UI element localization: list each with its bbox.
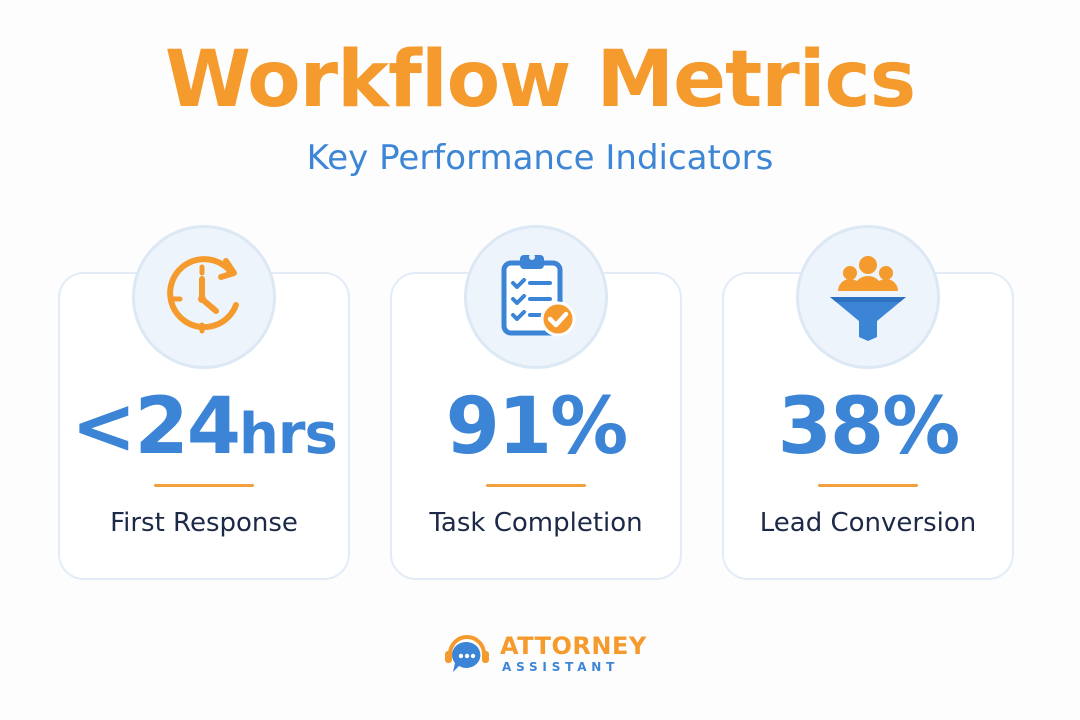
- headset-chat-icon: [445, 635, 489, 672]
- card-divider: [818, 484, 918, 487]
- clock-icon: [167, 256, 239, 334]
- page-title: Workflow Metrics: [164, 35, 916, 125]
- brand-tagline: ASSISTANT: [502, 660, 620, 674]
- metric-label-lead-conversion: Lead Conversion: [759, 508, 977, 538]
- funnel-icon-badge: [796, 225, 940, 369]
- card-divider: [154, 484, 254, 487]
- clock-icon-badge: [132, 225, 276, 369]
- metric-label-task-completion: Task Completion: [429, 508, 643, 538]
- page-subtitle: Key Performance Indicators: [306, 138, 774, 178]
- metric-number: 24: [134, 382, 241, 472]
- brand-name: ATTORNEY: [500, 632, 647, 660]
- metric-value-task-completion: 91%: [445, 382, 629, 472]
- clipboard-icon-badge: [464, 225, 608, 369]
- card-divider: [486, 484, 586, 487]
- brand-logo-lockup: ATTORNEY ASSISTANT: [442, 628, 646, 680]
- metric-unit: hrs: [239, 402, 338, 467]
- metric-label-first-response: First Response: [110, 508, 298, 538]
- people-funnel-icon: [830, 256, 906, 341]
- metric-value-lead-conversion: 38%: [777, 382, 961, 472]
- metric-value-first-response: <24hrs: [58, 388, 350, 466]
- clipboard-checklist-icon: [501, 254, 576, 337]
- metric-prefix: <: [71, 382, 136, 472]
